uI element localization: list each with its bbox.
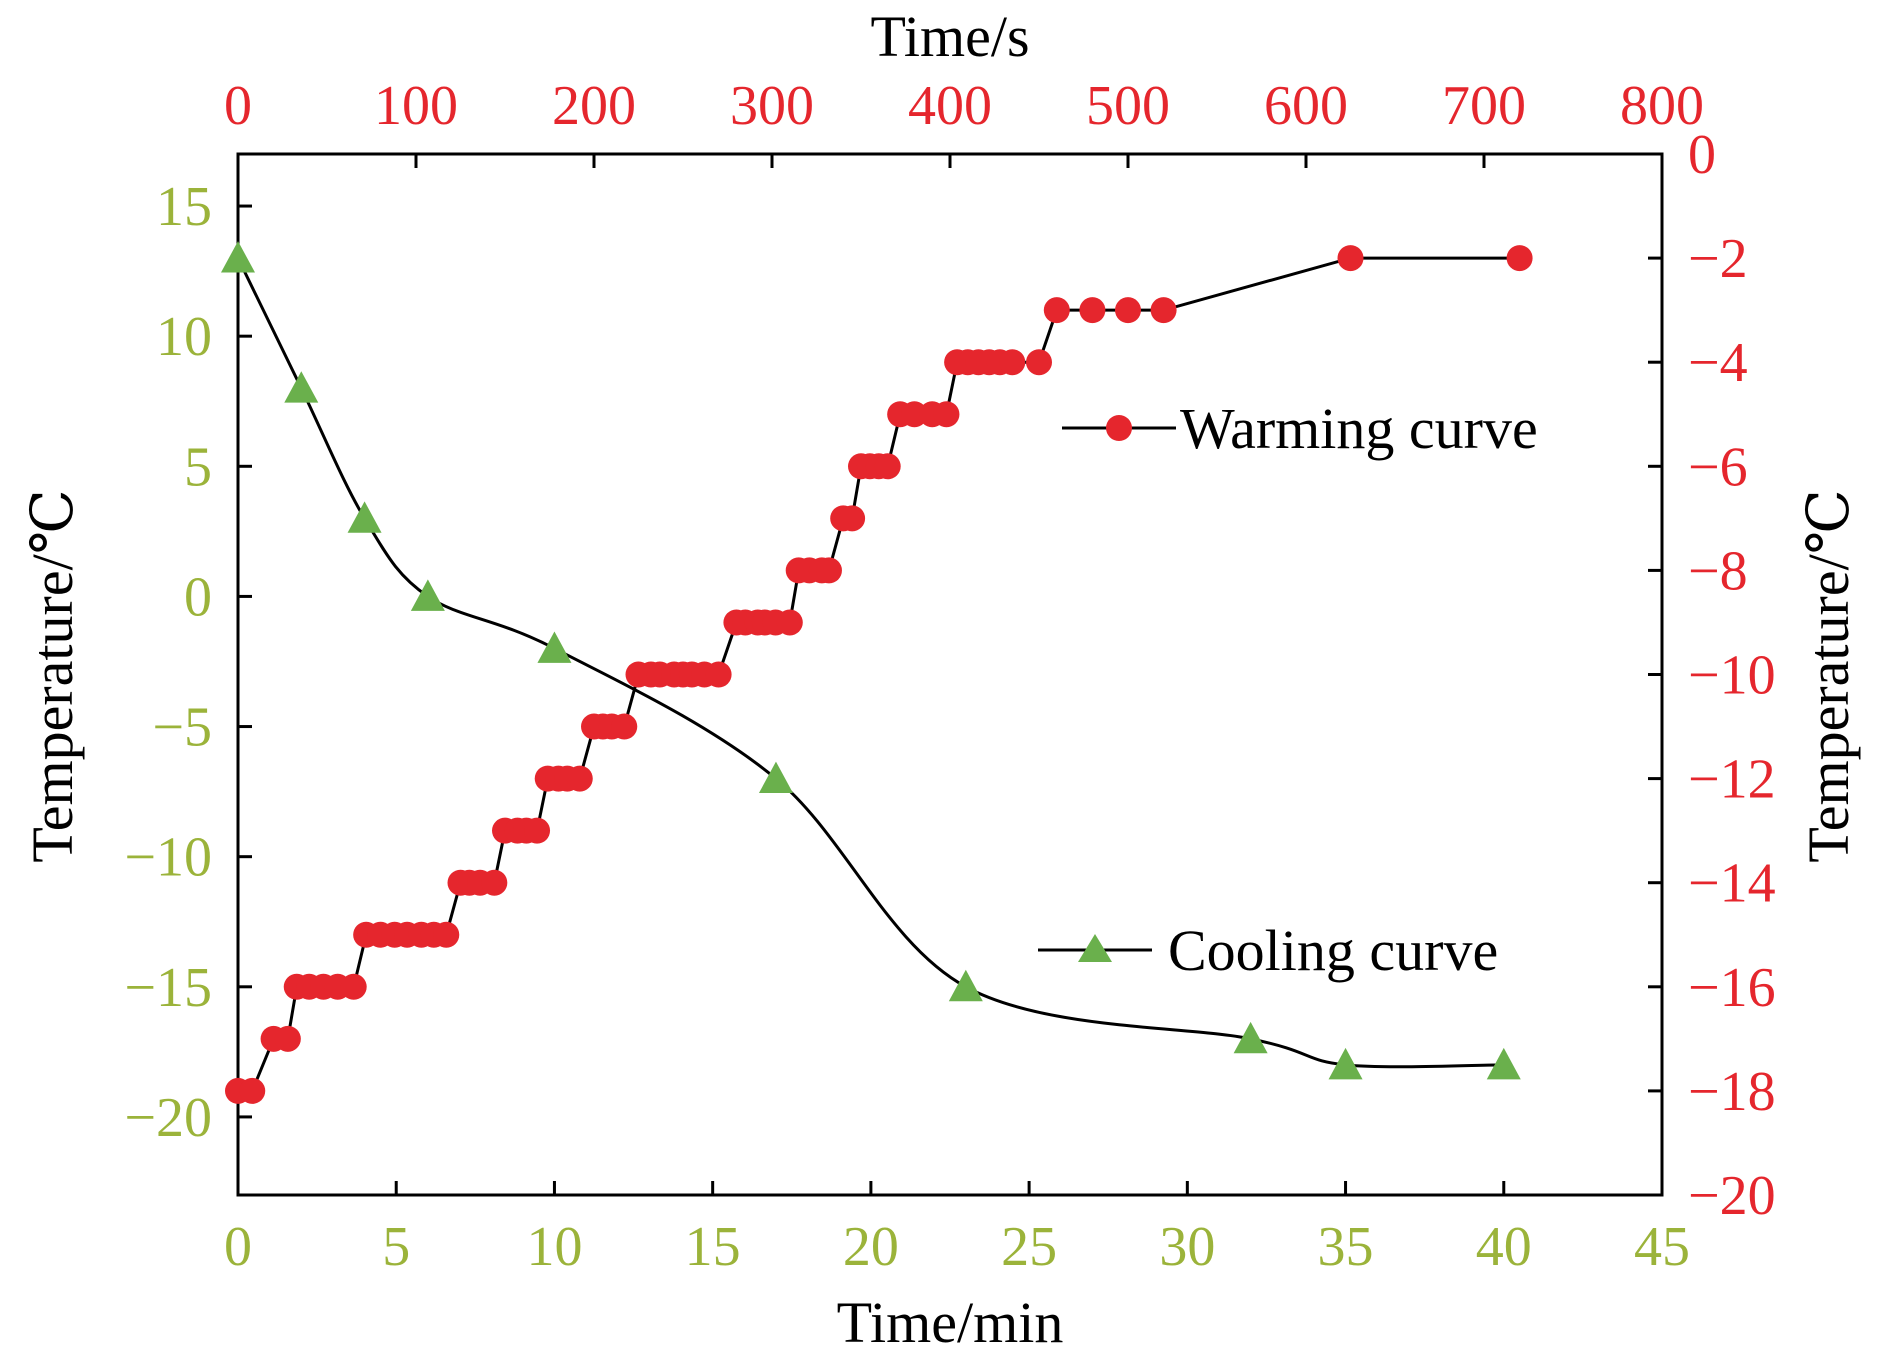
cooling-curve-point [347, 501, 382, 533]
legend-cooling-label: Cooling curve [1168, 918, 1498, 983]
warming-curve-point [901, 401, 928, 428]
y-left-tick-label: 0 [184, 566, 212, 628]
y-left-tick-label: −5 [152, 697, 212, 759]
warming-curve-point [481, 869, 508, 896]
cooling-curve-point [758, 761, 793, 794]
x-top-tick-label: 600 [1264, 75, 1348, 137]
cooling-curve-point [410, 579, 445, 611]
cooling-curve-point [537, 631, 572, 663]
cooling-curve-point [1233, 1021, 1268, 1054]
x-bottom-tick-label: 25 [1001, 1216, 1057, 1278]
warming-curve-point [999, 349, 1026, 376]
y-left-tick-label: −10 [124, 827, 212, 889]
legend-warming-marker [1106, 415, 1132, 441]
warming-curve-point [566, 765, 593, 792]
y-left-tick-label: 10 [156, 306, 212, 368]
y-right-tick-label: −20 [1688, 1165, 1776, 1227]
cooling-curve-point [948, 969, 983, 1002]
warming-curve-point [611, 713, 638, 740]
x-bottom-tick-label: 20 [843, 1216, 899, 1278]
y-right-tick-label: −16 [1688, 957, 1776, 1019]
warming-curve-point [1043, 297, 1070, 324]
warming-curve-point [776, 609, 803, 636]
y-right-axis-title: Temperature/℃ [1796, 489, 1861, 862]
warming-curve-point [239, 1077, 266, 1104]
x-bottom-tick-label: 0 [224, 1216, 252, 1278]
cooling-curve-point [1486, 1047, 1521, 1080]
x-bottom-tick-label: 35 [1318, 1216, 1374, 1278]
warming-curve-point [705, 661, 732, 688]
legend-warming-label: Warming curve [1180, 396, 1538, 461]
x-bottom-tick-label: 15 [685, 1216, 741, 1278]
x-bottom-axis-title: Time/min [837, 1290, 1064, 1355]
cooling-curve-point [221, 241, 255, 273]
y-right-tick-label: −2 [1688, 228, 1748, 290]
warming-curve-point [1506, 245, 1533, 272]
cooling-curve-point [1328, 1047, 1363, 1080]
warming-curve-point [524, 817, 551, 844]
y-right-tick-label: −10 [1688, 645, 1776, 707]
y-left-tick-label: 15 [156, 176, 212, 238]
cooling-curve-line [236, 257, 1504, 1069]
x-top-tick-label: 400 [908, 75, 992, 137]
y-right-tick-label: −18 [1688, 1061, 1776, 1123]
x-top-axis-title: Time/s [870, 4, 1029, 69]
y-right-tick-label: −4 [1688, 332, 1748, 394]
y-left-tick-label: 5 [184, 436, 212, 498]
x-bottom-tick-label: 5 [382, 1216, 410, 1278]
legend-cooling-marker [1078, 934, 1112, 962]
x-top-tick-label: 500 [1086, 75, 1170, 137]
y-left-tick-label: −15 [124, 957, 212, 1019]
warming-curve-point [1150, 297, 1177, 324]
x-bottom-tick-label: 40 [1476, 1216, 1532, 1278]
warming-curve-point [839, 505, 866, 532]
y-left-axis-title: Temperature/℃ [20, 489, 85, 862]
warming-curve-point [874, 453, 901, 480]
warming-curve-point [1079, 297, 1106, 324]
x-bottom-tick-label: 30 [1159, 1216, 1215, 1278]
y-right-tick-label: −8 [1688, 540, 1748, 602]
warming-curve-point [433, 921, 460, 948]
x-bottom-tick-label: 45 [1634, 1216, 1690, 1278]
x-top-tick-label: 100 [374, 75, 458, 137]
y-right-tick-label: 0 [1688, 124, 1716, 186]
warming-curve-point [815, 557, 842, 584]
y-right-tick-label: −6 [1688, 436, 1748, 498]
x-top-tick-label: 700 [1442, 75, 1526, 137]
legend-warming: Warming curve [1062, 396, 1538, 461]
warming-curve-point [340, 973, 367, 1000]
x-top-tick-label: 0 [224, 75, 252, 137]
cooling-curve-point [284, 371, 319, 403]
y-left-tick-label: −20 [124, 1087, 212, 1149]
y-right-tick-label: −14 [1688, 853, 1776, 915]
x-bottom-tick-label: 10 [526, 1216, 582, 1278]
warming-curve-point [274, 1025, 301, 1052]
legend-cooling: Cooling curve [1038, 918, 1498, 983]
warming-curve-point [933, 401, 960, 428]
warming-curve-point [1115, 297, 1141, 324]
y-right-tick-label: −12 [1688, 749, 1776, 811]
x-top-tick-label: 300 [730, 75, 814, 137]
warming-curve-point [1337, 245, 1364, 272]
warming-curve-point [1026, 349, 1052, 376]
x-top-tick-label: 800 [1620, 75, 1704, 137]
x-top-tick-label: 200 [552, 75, 636, 137]
plot-frame [236, 152, 1664, 1197]
